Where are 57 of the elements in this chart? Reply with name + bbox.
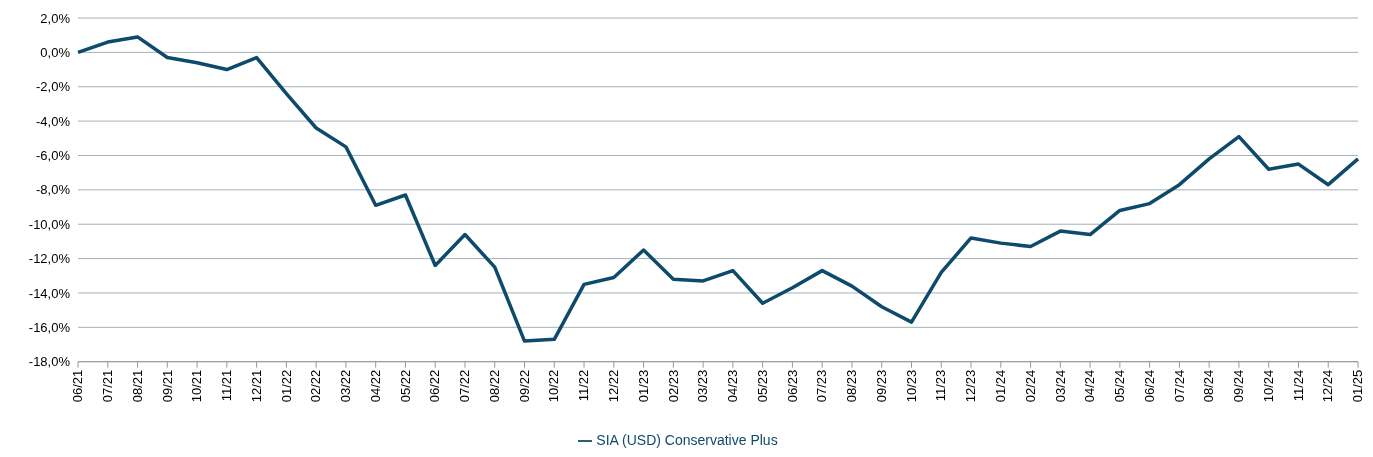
x-tick-label: 04/24 [1082, 369, 1098, 403]
x-tick-label: 11/24 [1290, 369, 1306, 402]
x-tick-label: 10/24 [1260, 369, 1276, 403]
x-tick-label: 08/23 [844, 369, 860, 403]
y-tick-label: -14,0% [28, 285, 71, 301]
y-tick-label: -8,0% [36, 182, 71, 198]
x-tick-label: 12/21 [248, 369, 264, 403]
x-tick-label: 08/21 [129, 369, 145, 403]
x-tick-label: 03/24 [1052, 369, 1068, 403]
x-tick-label: 12/23 [963, 369, 979, 403]
y-tick-label: -6,0% [36, 148, 71, 164]
x-tick-label: 08/22 [486, 369, 502, 403]
x-tick-label: 02/24 [1022, 369, 1038, 403]
x-tick-label: 02/23 [665, 369, 681, 403]
x-tick-label: 06/23 [784, 369, 800, 403]
x-tick-label: 10/23 [903, 369, 919, 403]
x-tick-label: 02/22 [308, 369, 324, 403]
x-tick-label: 05/22 [397, 369, 413, 403]
y-tick-label: 2,0% [40, 10, 71, 26]
x-tick-label: 06/21 [70, 369, 86, 403]
y-tick-label: -12,0% [28, 251, 71, 267]
x-tick-label: 12/24 [1320, 369, 1336, 403]
x-tick-label: 06/22 [427, 369, 443, 403]
x-tick-label: 09/21 [159, 369, 175, 403]
legend-label: SIA (USD) Conservative Plus [596, 431, 778, 448]
x-tick-label: 01/25 [1350, 369, 1366, 403]
x-tick-label: 05/23 [754, 369, 770, 403]
x-tick-label: 11/22 [576, 369, 592, 402]
x-tick-label: 07/21 [100, 369, 115, 403]
x-tick-label: 09/23 [873, 369, 889, 403]
x-tick-label: 10/22 [546, 369, 562, 403]
x-tick-label: 07/24 [1171, 369, 1187, 403]
y-tick-label: -4,0% [36, 113, 71, 129]
y-tick-label: -18,0% [28, 354, 71, 370]
x-tick-label: 04/23 [725, 369, 741, 403]
x-tick-label: 09/22 [516, 369, 532, 403]
x-tick-label: 05/24 [1112, 369, 1128, 403]
x-tick-label: 07/22 [457, 369, 473, 403]
x-tick-label: 07/23 [814, 369, 830, 403]
x-tick-label: 11/21 [219, 369, 235, 402]
y-tick-label: -2,0% [36, 79, 71, 95]
x-tick-label: 03/22 [338, 369, 354, 403]
x-tick-label: 12/22 [606, 369, 622, 403]
x-tick-label: 10/21 [189, 369, 205, 403]
x-tick-label: 01/23 [635, 369, 651, 403]
x-tick-label: 04/22 [367, 369, 383, 403]
x-tick-label: 11/23 [933, 369, 949, 402]
y-tick-label: 0,0% [40, 44, 71, 60]
y-tick-label: -10,0% [28, 216, 71, 232]
x-tick-label: 08/24 [1201, 369, 1217, 403]
x-tick-label: 01/22 [278, 369, 294, 403]
line-series [76, 35, 1360, 343]
x-tick-label: 09/24 [1231, 369, 1247, 403]
y-tick-label: -16,0% [28, 319, 71, 335]
x-tick-label: 06/24 [1141, 369, 1157, 403]
x-tick-label: 01/24 [993, 369, 1009, 403]
x-tick-label: 03/23 [695, 369, 711, 403]
